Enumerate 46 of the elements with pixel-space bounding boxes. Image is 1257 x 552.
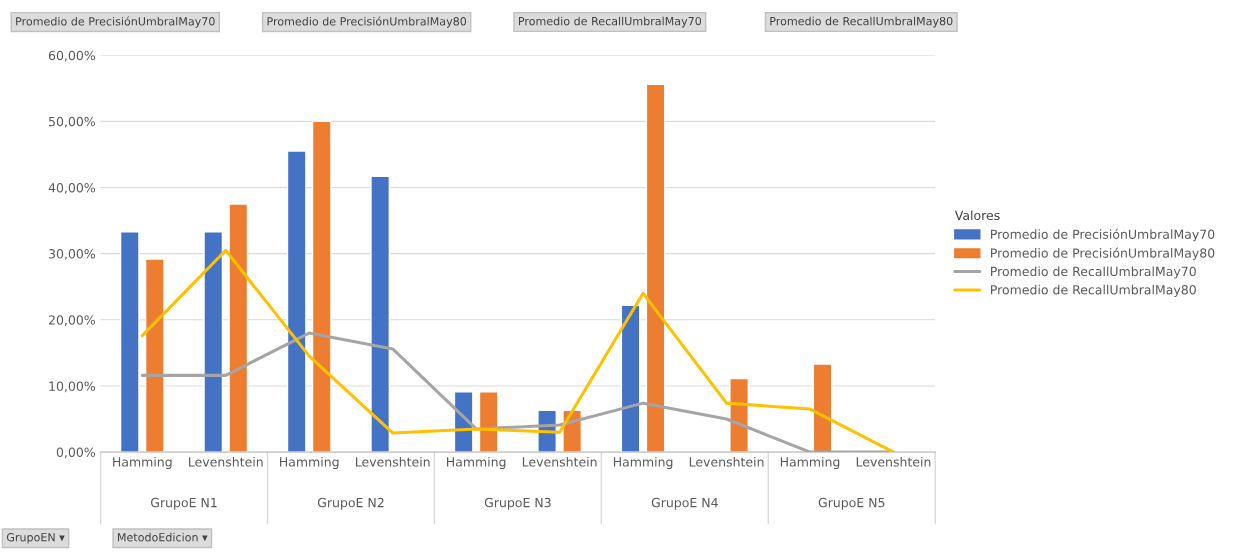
y-tick-label: 10,00% [49, 381, 96, 393]
text: MetodoEdicion ▾ [117, 532, 208, 542]
x-tick-label: Levenshtein [189, 456, 263, 467]
text: GrupoE N1 [150, 497, 217, 510]
x-tick-label: Levenshtein [856, 456, 931, 467]
bar [203, 231, 224, 453]
x-tick-label: Levenshtein [355, 456, 430, 467]
bar [144, 258, 165, 453]
y-tick-label: 50,00% [49, 116, 96, 128]
bar [729, 377, 749, 453]
text: Promedio de RecallUmbralMay80 [770, 16, 953, 28]
bar [645, 83, 666, 453]
bar [228, 203, 249, 453]
text: GrupoE N3 [484, 497, 551, 510]
y-tick-label: 40,00% [48, 182, 96, 194]
legend-label: Promedio de PrecisiónUmbralMay80 [991, 247, 1215, 261]
x-tick-label: Hamming [447, 456, 506, 470]
bar [119, 231, 140, 453]
legend-title: Valores [954, 210, 1000, 221]
x-tick-label: Levenshtein [522, 456, 597, 467]
x-tick-label: Hamming [280, 456, 339, 470]
x-tick-label: Hamming [113, 456, 172, 470]
text: GrupoE N4 [651, 497, 718, 510]
bar [311, 120, 332, 453]
x-tick-label: Hamming [780, 456, 840, 470]
text: Promedio de RecallUmbralMay70 [518, 16, 702, 28]
bar [370, 175, 391, 453]
text: GrupoE N5 [818, 497, 885, 510]
bar [478, 391, 499, 453]
x-tick-label: Hamming [613, 456, 673, 470]
legend-label: Promedio de PrecisiónUmbralMay70 [991, 228, 1215, 242]
bar [812, 363, 833, 453]
line-series [140, 248, 896, 453]
legend-label: Promedio de RecallUmbralMay80 [991, 284, 1196, 297]
x-tick-label: Levenshtein [689, 456, 764, 467]
y-tick-label: 30,00% [48, 249, 96, 260]
bar [286, 150, 307, 453]
legend-label: Promedio de RecallUmbralMay70 [991, 266, 1196, 279]
text: GrupoE N2 [317, 497, 384, 510]
bar [620, 304, 641, 453]
y-tick-label: 0,00% [56, 447, 96, 459]
text: Promedio de PrecisiónUmbralMay70 [16, 16, 215, 28]
text: Promedio de PrecisiónUmbralMay80 [267, 16, 467, 28]
y-tick-label: 20,00% [48, 315, 96, 326]
text: GrupoEN ▾ [6, 533, 65, 544]
y-tick-label: 60,00% [48, 50, 96, 62]
